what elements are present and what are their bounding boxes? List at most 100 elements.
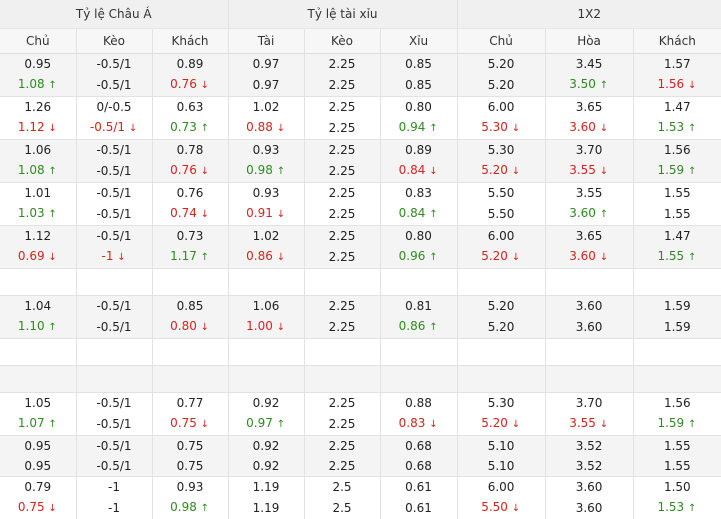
arrow-up-icon: ↑ [687, 248, 697, 268]
arrow-up-icon: ↑ [200, 499, 210, 519]
odds-value: -0.5/1 [96, 439, 131, 453]
odds-cell: 5.20 [457, 316, 545, 339]
odds-cell: 5.20↓ [457, 413, 545, 436]
odds-value: -0.5/1 [96, 186, 131, 200]
odds-cell: 1.17↑ [152, 246, 228, 269]
odds-cell: 1.50 [633, 477, 721, 498]
odds-value: 2.25 [329, 121, 356, 135]
odds-value: 0.81 [405, 299, 432, 313]
odds-cell: 1.07↑ [0, 413, 76, 436]
odds-cell: 0.81 [380, 296, 457, 317]
col-1x2-home: Chủ [457, 29, 545, 54]
odds-cell: 0.97 [228, 54, 304, 75]
odds-cell: 1.10↑ [0, 316, 76, 339]
odds-value: 0.69 [18, 249, 45, 263]
arrow-down-icon: ↓ [511, 499, 521, 519]
odds-value: 0.74 [170, 206, 197, 220]
odds-cell: 5.30 [457, 393, 545, 414]
odds-value: 0.84 [399, 163, 426, 177]
odds-value: 0.61 [405, 501, 432, 515]
col-handicap: Kèo [76, 29, 152, 54]
odds-value: 0.73 [170, 120, 197, 134]
odds-value: 0.92 [253, 396, 280, 410]
odds-cell: 0.84↓ [380, 160, 457, 183]
arrow-down-icon: ↓ [428, 162, 438, 182]
arrow-up-icon: ↑ [276, 162, 286, 182]
odds-cell: 2.25 [304, 226, 380, 247]
col-over: Tài [228, 29, 304, 54]
odds-cell: 1.56 [633, 393, 721, 414]
odds-value: 5.50 [488, 186, 515, 200]
empty-cell [304, 339, 380, 366]
empty-cell [457, 366, 545, 393]
odds-value: 0.88 [246, 120, 273, 134]
odds-value: 0.95 [24, 459, 51, 473]
empty-cell [457, 339, 545, 366]
odds-value: 0.80 [405, 229, 432, 243]
arrow-up-icon: ↑ [428, 248, 438, 268]
odds-cell: 0.63 [152, 97, 228, 118]
odds-value: 0.86 [246, 249, 273, 263]
odds-value: 1.50 [664, 480, 691, 494]
odds-value: 3.60 [569, 120, 596, 134]
odds-value: 0.92 [253, 439, 280, 453]
odds-cell: 3.50↑ [545, 74, 633, 97]
odds-cell: 1.53↑ [633, 117, 721, 140]
odds-cell: 0.88 [380, 393, 457, 414]
odds-value: 3.50 [569, 77, 596, 91]
odds-cell: 2.5 [304, 477, 380, 498]
odds-value: 0.85 [405, 57, 432, 71]
odds-cell: 0.78 [152, 140, 228, 161]
odds-value: 0.97 [253, 57, 280, 71]
odds-value: 2.25 [329, 417, 356, 431]
odds-value: 1.03 [18, 206, 45, 220]
odds-cell: 0.61 [380, 497, 457, 519]
odds-cell: -0.5/1 [76, 74, 152, 97]
odds-cell: -1↓ [76, 246, 152, 269]
odds-value: 0.75 [177, 459, 204, 473]
odds-cell: 0.89 [152, 54, 228, 75]
odds-value: 5.10 [488, 459, 515, 473]
empty-row [0, 339, 721, 366]
odds-cell: 0.85 [380, 74, 457, 97]
odds-value: 3.55 [576, 186, 603, 200]
odds-cell: 2.25 [304, 393, 380, 414]
odds-cell: 0.68 [380, 456, 457, 477]
odds-value: 2.25 [329, 207, 356, 221]
odds-cell: 3.65 [545, 226, 633, 247]
odds-value: 1.55 [664, 439, 691, 453]
odds-cell: 1.12 [0, 226, 76, 247]
odds-value: 5.20 [481, 163, 508, 177]
odds-cell: 1.56↓ [633, 74, 721, 97]
odds-cell: 5.50↓ [457, 497, 545, 519]
odds-cell: 3.52 [545, 456, 633, 477]
odds-value: 0.92 [253, 459, 280, 473]
odds-cell: 6.00 [457, 477, 545, 498]
empty-cell [76, 339, 152, 366]
odds-value: 0.78 [177, 143, 204, 157]
odds-value: 0.68 [405, 459, 432, 473]
odds-cell: 2.25 [304, 456, 380, 477]
odds-cell: 2.25 [304, 316, 380, 339]
odds-value: 2.5 [332, 480, 351, 494]
group-header-1x2: 1X2 [457, 0, 721, 29]
odds-value: 0.98 [170, 500, 197, 514]
odds-cell: 2.25 [304, 413, 380, 436]
odds-cell: 2.25 [304, 246, 380, 269]
column-header-row: Chủ Kèo Khách Tài Kèo Xỉu Chủ Hòa Khách [0, 29, 721, 54]
arrow-down-icon: ↓ [599, 248, 609, 268]
odds-cell: 6.00 [457, 226, 545, 247]
arrow-down-icon: ↓ [276, 119, 286, 139]
odds-cell: 5.20 [457, 296, 545, 317]
odds-cell: 6.00 [457, 97, 545, 118]
odds-value: 0.75 [177, 439, 204, 453]
odds-value: 2.25 [329, 143, 356, 157]
odds-cell: 3.60 [545, 497, 633, 519]
